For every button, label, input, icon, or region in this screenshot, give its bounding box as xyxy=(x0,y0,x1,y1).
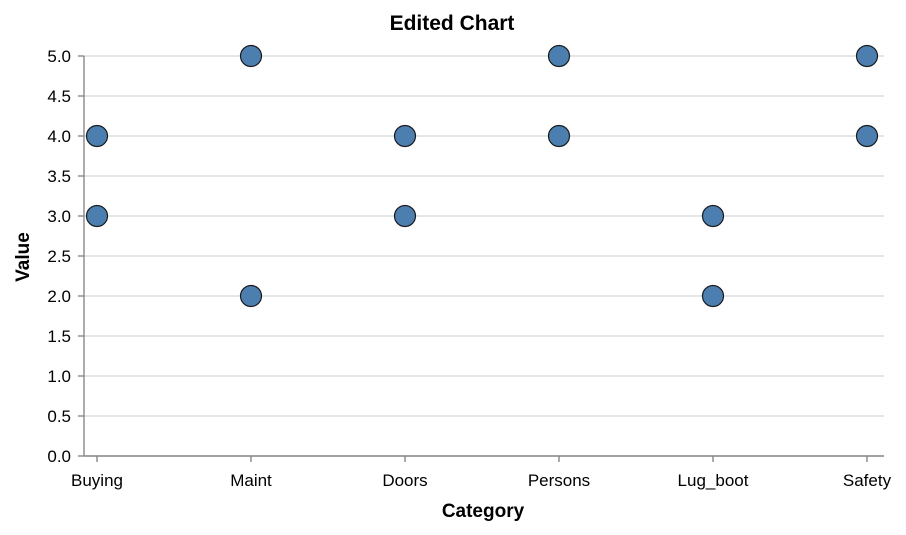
data-point xyxy=(393,204,417,228)
y-tick-label: 1.0 xyxy=(47,367,71,386)
y-tick-label: 3.0 xyxy=(47,207,71,226)
x-tick-label: Buying xyxy=(71,471,123,490)
data-point xyxy=(393,124,417,148)
data-point xyxy=(239,44,263,68)
x-axis-title: Category xyxy=(442,501,525,522)
data-point xyxy=(85,124,109,148)
data-point xyxy=(701,204,725,228)
data-point xyxy=(547,124,571,148)
y-tick-label: 1.5 xyxy=(47,327,71,346)
data-point xyxy=(85,204,109,228)
grid-layer xyxy=(84,55,884,457)
y-tick-label: 2.5 xyxy=(47,247,71,266)
x-tick-label: Safety xyxy=(843,471,892,490)
data-point xyxy=(547,44,571,68)
x-tick-label: Maint xyxy=(230,471,272,490)
y-tick-label: 5.0 xyxy=(47,47,71,66)
data-point xyxy=(239,284,263,308)
x-tick-label: Persons xyxy=(528,471,590,490)
data-point xyxy=(855,44,879,68)
data-point xyxy=(855,124,879,148)
chart-title: Edited Chart xyxy=(390,12,515,35)
y-tick-label: 4.0 xyxy=(47,127,71,146)
x-tick-label: Doors xyxy=(382,471,427,490)
y-tick-label: 3.5 xyxy=(47,167,71,186)
y-tick-label: 0.5 xyxy=(47,407,71,426)
y-axis-title: Value xyxy=(13,232,34,282)
data-point xyxy=(701,284,725,308)
y-tick-label: 4.5 xyxy=(47,87,71,106)
x-tick-label: Lug_boot xyxy=(678,471,749,490)
axis-layer: 0.0 0.5 1.0 1.5 2.0 2.5 3.0 3.5 4.0 4.5 5.0 Buying M… xyxy=(47,47,891,490)
y-tick-label: 0.0 xyxy=(47,447,71,466)
y-tick-label: 2.0 xyxy=(47,287,71,306)
point-layer xyxy=(85,44,879,308)
